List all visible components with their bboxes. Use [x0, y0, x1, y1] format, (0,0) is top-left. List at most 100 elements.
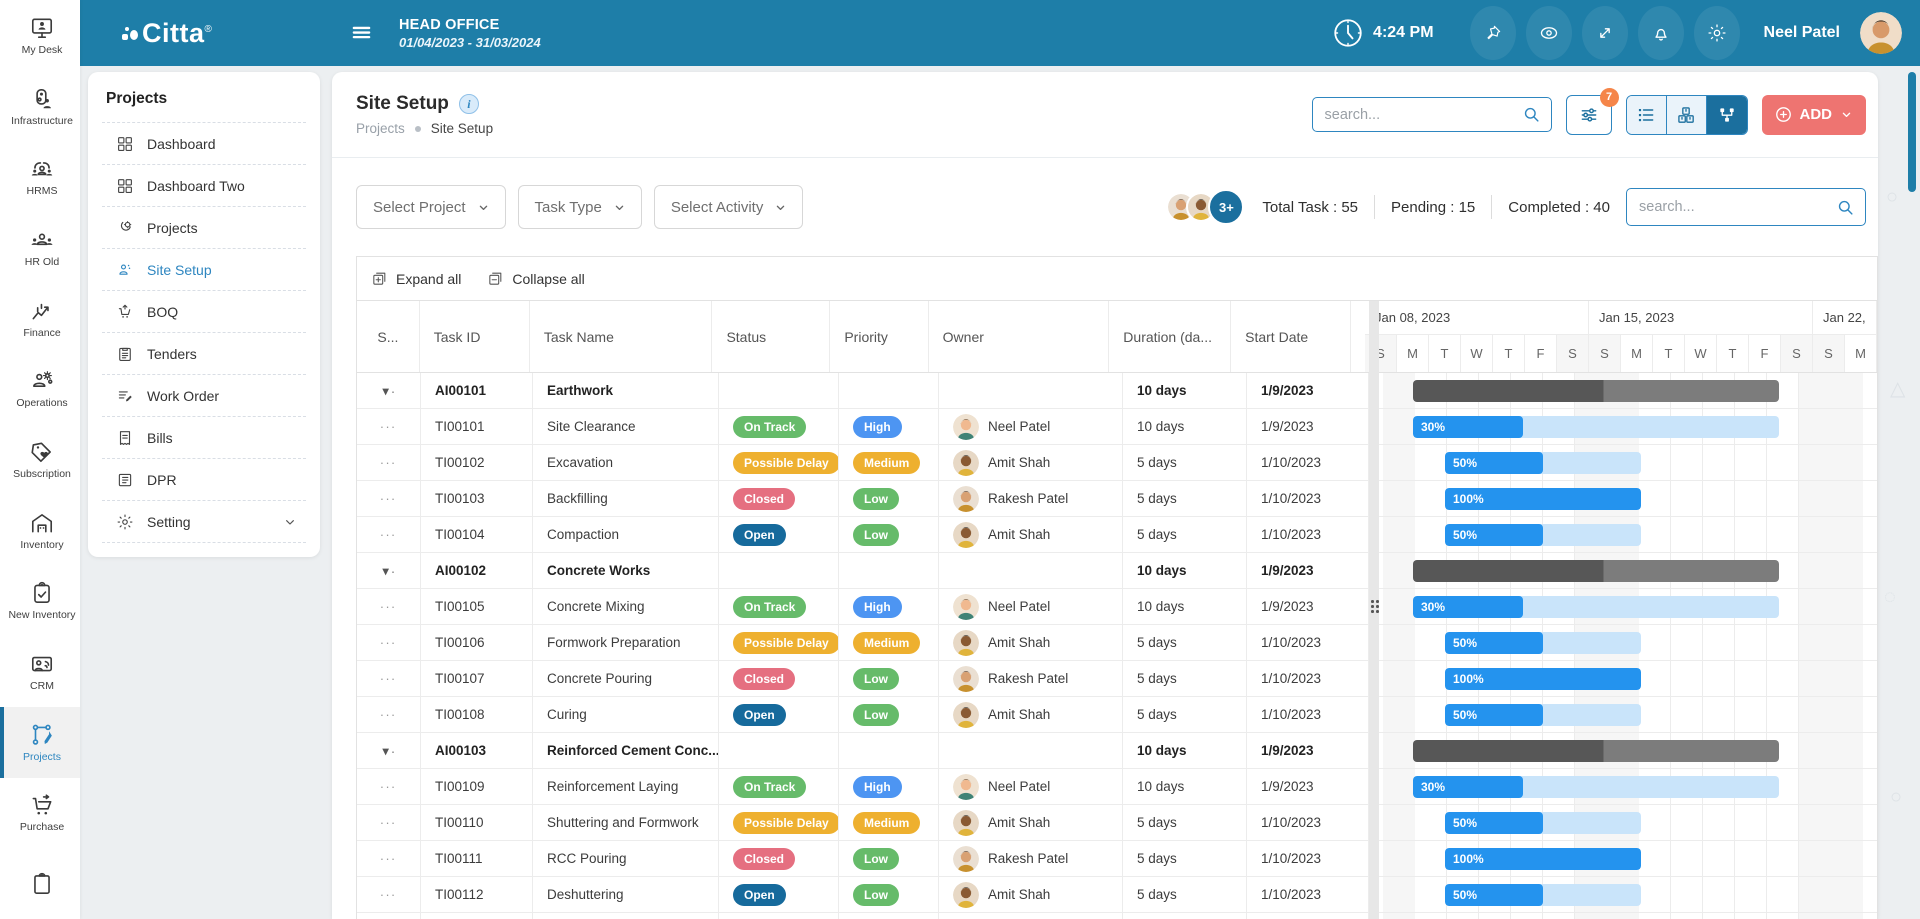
avatar-overflow-badge[interactable]: 3+	[1208, 189, 1245, 225]
gantt-task-bar[interactable]: 50%	[1445, 524, 1641, 546]
gantt-task-bar[interactable]: 30%	[1413, 776, 1779, 798]
priority-badge[interactable]: Low	[853, 487, 899, 510]
assignee-avatars[interactable]: 3+	[1166, 189, 1246, 225]
priority-badge[interactable]: Low	[853, 883, 899, 906]
gantt-task-bar[interactable]: 50%	[1445, 632, 1641, 654]
row-toggle[interactable]: ...	[357, 517, 421, 552]
sidebar-item-projects[interactable]: Projects	[102, 207, 306, 249]
sidebar-item-work-order[interactable]: Work Order	[102, 375, 306, 417]
row-drag-handle-icon[interactable]: ...	[380, 524, 397, 539]
column-header-id[interactable]: Task ID	[420, 301, 530, 372]
task-name[interactable]: Deshuttering	[533, 877, 719, 912]
row-toggle[interactable]: ...	[357, 481, 421, 516]
task-name[interactable]: Formwork Preparation	[533, 625, 719, 660]
row-toggle[interactable]: ...	[357, 589, 421, 624]
user-avatar[interactable]	[1860, 12, 1902, 54]
row-toggle[interactable]: ...	[357, 841, 421, 876]
priority-badge[interactable]: Medium	[853, 811, 921, 834]
collapse-caret-icon[interactable]: ▾	[382, 743, 389, 758]
select-activity-dropdown[interactable]: Select Activity	[653, 185, 804, 229]
status-badge[interactable]: Closed	[733, 667, 796, 690]
status-badge[interactable]: Possible Delay	[733, 631, 838, 654]
rail-item-crm[interactable]: CRM	[0, 636, 80, 707]
rail-item-subscription[interactable]: Subscription	[0, 424, 80, 495]
priority-badge[interactable]: Low	[853, 667, 899, 690]
rail-item-inventory[interactable]: Inventory	[0, 495, 80, 566]
sidebar-item-dashboard[interactable]: Dashboard	[102, 123, 306, 165]
task-name[interactable]: Backfilling	[533, 481, 719, 516]
row-drag-handle-icon[interactable]: ...	[380, 416, 397, 431]
task-name[interactable]: Site Clearance	[533, 409, 719, 444]
task-name[interactable]: Compaction	[533, 517, 719, 552]
rail-item-hrms[interactable]: HRMS	[0, 141, 80, 212]
gantt-summary-bar[interactable]	[1413, 560, 1779, 582]
gantt-task-bar[interactable]: 50%	[1445, 812, 1641, 834]
task-name[interactable]: Reinforced Cement Conc...	[533, 733, 719, 768]
sidebar-item-boq[interactable]: BOQ	[102, 291, 306, 333]
row-drag-handle-icon[interactable]: ...	[380, 812, 397, 827]
status-badge[interactable]: Open	[733, 523, 786, 546]
sidebar-item-dashboard-two[interactable]: Dashboard Two	[102, 165, 306, 207]
sidebar-item-setting[interactable]: Setting	[102, 501, 306, 543]
task-name[interactable]: Concrete Works	[533, 553, 719, 588]
row-drag-handle-icon[interactable]: ...	[380, 668, 397, 683]
gantt-summary-bar[interactable]	[1413, 740, 1779, 762]
row-drag-handle-icon[interactable]: ...	[380, 596, 397, 611]
bell-button[interactable]	[1637, 6, 1684, 60]
task-name[interactable]: Shuttering and Formwork	[533, 805, 719, 840]
gantt-task-bar[interactable]: 30%	[1413, 596, 1779, 618]
row-drag-handle-icon[interactable]: ...	[380, 776, 397, 791]
gantt-task-bar[interactable]: 50%	[1445, 884, 1641, 906]
row-toggle[interactable]: ...	[357, 661, 421, 696]
row-drag-handle-icon[interactable]: ...	[380, 632, 397, 647]
column-header-priority[interactable]: Priority	[830, 301, 929, 372]
priority-badge[interactable]: Medium	[853, 631, 921, 654]
board-view-button[interactable]	[1666, 95, 1707, 134]
priority-badge[interactable]: High	[853, 775, 902, 798]
list-view-button[interactable]	[1626, 95, 1667, 134]
menu-toggle-icon[interactable]	[350, 22, 373, 45]
rail-item-more[interactable]	[0, 848, 80, 919]
search-icon[interactable]	[1522, 105, 1541, 124]
task-name[interactable]: Concrete Pouring	[533, 661, 719, 696]
gantt-summary-bar[interactable]	[1413, 380, 1779, 402]
rail-item-infrastructure[interactable]: Infrastructure	[0, 71, 80, 142]
collapse-caret-icon[interactable]: ▾	[382, 563, 389, 578]
column-header-status[interactable]: Status	[712, 301, 831, 372]
row-toggle[interactable]: ...	[357, 877, 421, 912]
status-badge[interactable]: Possible Delay	[733, 451, 838, 474]
search-icon[interactable]	[1836, 198, 1855, 217]
add-button[interactable]: ADD	[1761, 94, 1866, 135]
row-toggle[interactable]: ...	[357, 805, 421, 840]
gantt-task-bar[interactable]: 100%	[1445, 848, 1641, 870]
rail-item-hr-old[interactable]: HR Old	[0, 212, 80, 283]
status-badge[interactable]: On Track	[733, 775, 807, 798]
row-toggle[interactable]: ▾.	[357, 733, 421, 768]
collapse-all-button[interactable]: Collapse all	[487, 270, 585, 287]
rail-item-finance[interactable]: Finance	[0, 283, 80, 354]
task-name[interactable]: Excavation	[533, 445, 719, 480]
status-badge[interactable]: On Track	[733, 415, 807, 438]
gantt-task-bar[interactable]: 100%	[1445, 668, 1641, 690]
breadcrumb-root[interactable]: Projects	[356, 121, 405, 136]
task-type-dropdown[interactable]: Task Type	[517, 185, 642, 229]
task-name[interactable]: Curing	[533, 697, 719, 732]
priority-badge[interactable]: High	[853, 415, 902, 438]
row-drag-handle-icon[interactable]: ...	[380, 452, 397, 467]
status-badge[interactable]: Closed	[733, 847, 796, 870]
gantt-task-bar[interactable]: 30%	[1413, 416, 1779, 438]
row-toggle[interactable]: ...	[357, 409, 421, 444]
sidebar-item-dpr[interactable]: DPR	[102, 459, 306, 501]
priority-badge[interactable]: Low	[853, 523, 899, 546]
info-icon[interactable]: i	[458, 94, 479, 114]
status-badge[interactable]: Possible Delay	[733, 811, 838, 834]
task-search-input[interactable]	[1639, 199, 1836, 215]
pin-button[interactable]	[1469, 6, 1516, 60]
rail-item-projects[interactable]: Projects	[0, 706, 80, 778]
scrollbar-thumb[interactable]	[1908, 72, 1916, 192]
task-name[interactable]: Concrete Mixing	[533, 589, 719, 624]
row-toggle[interactable]: ...	[357, 697, 421, 732]
status-badge[interactable]: Open	[733, 703, 786, 726]
rail-item-new-inventory[interactable]: New Inventory	[0, 566, 80, 637]
row-drag-handle-icon[interactable]: ...	[380, 884, 397, 899]
